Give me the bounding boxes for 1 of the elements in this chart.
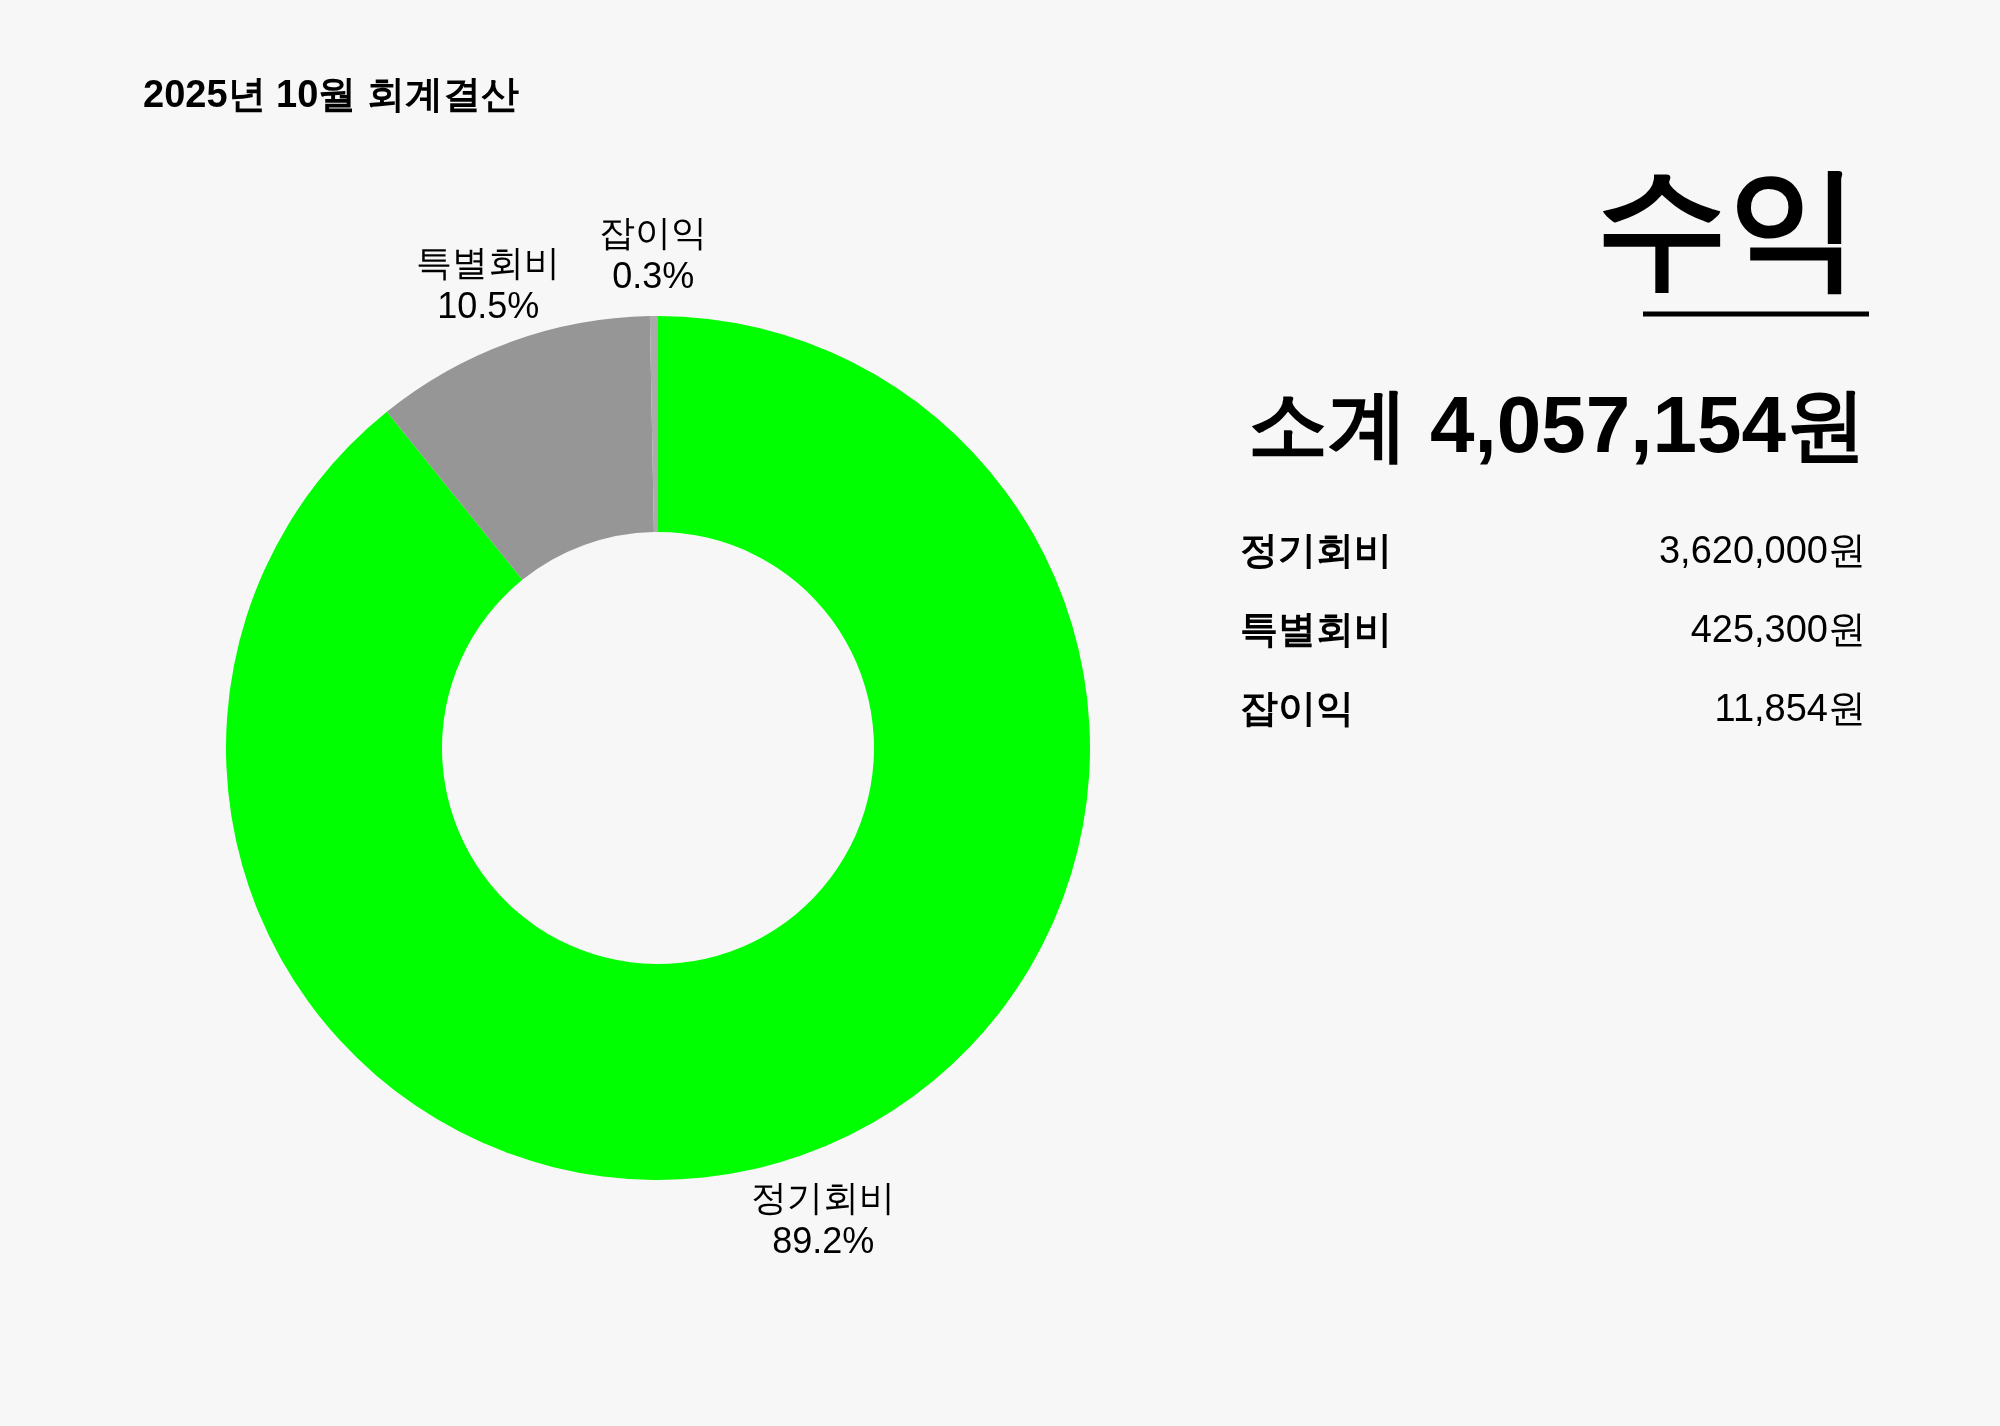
title: 2025년 10월 회계결산 (143, 73, 519, 115)
